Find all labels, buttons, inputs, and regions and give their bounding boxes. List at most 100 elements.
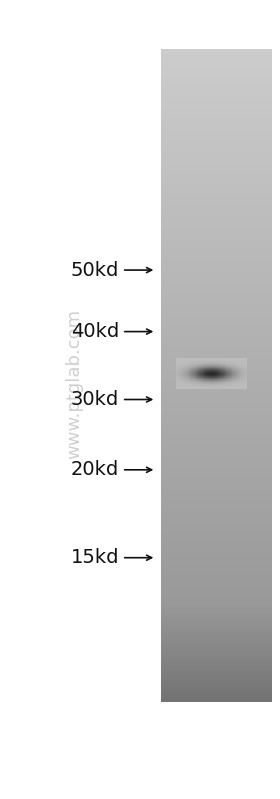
Bar [190,377,192,378]
Bar [161,136,272,139]
Bar [212,386,213,388]
Bar [217,368,218,370]
Bar [212,361,213,363]
Bar [196,379,197,380]
Bar [203,376,204,377]
Bar [199,383,200,384]
Bar [228,374,229,376]
Bar [161,423,272,426]
Bar [230,379,231,380]
Bar [229,368,230,370]
Bar [240,388,241,389]
Bar [237,365,238,366]
Bar [195,387,196,388]
Bar [181,373,182,375]
Bar [212,388,213,389]
Bar [186,380,187,381]
Bar [211,362,213,363]
Bar [233,384,234,385]
Bar [161,92,272,95]
Bar [242,385,243,386]
Bar [219,364,220,365]
Bar [190,361,191,362]
Bar [234,384,235,385]
Bar [185,364,186,365]
Bar [238,361,239,363]
Bar [183,376,184,377]
Bar [242,367,243,368]
Bar [242,368,243,370]
Bar [221,376,222,377]
Bar [196,386,197,387]
Bar [201,376,202,377]
Bar [182,379,183,380]
Bar [238,374,239,376]
Bar [161,396,272,400]
Bar [231,371,232,372]
Bar [180,376,181,378]
Bar [239,362,240,363]
Bar [189,379,190,380]
Bar [183,375,184,376]
Bar [221,385,222,386]
Bar [224,362,225,363]
Bar [161,179,272,182]
Bar [197,360,199,361]
Bar [208,372,209,373]
Bar [215,381,216,382]
Bar [201,371,202,372]
Bar [193,366,194,368]
Bar [219,383,220,384]
Bar [181,362,182,363]
Bar [208,365,209,366]
Bar [221,374,222,376]
Bar [201,374,202,376]
Bar [218,383,220,384]
Bar [182,383,183,384]
Bar [197,382,198,383]
Bar [201,360,202,361]
Bar [222,383,223,384]
Bar [217,362,218,363]
Bar [186,364,187,365]
Bar [210,379,211,380]
Bar [198,376,199,377]
Bar [212,371,213,372]
Bar [193,375,194,376]
Bar [189,375,190,376]
Bar [232,379,234,380]
Bar [226,374,227,376]
Bar [226,370,227,371]
Bar [227,359,228,360]
Bar [218,371,220,372]
Bar [188,359,189,360]
Bar [208,387,209,388]
Bar [202,387,203,388]
Bar [242,376,243,378]
Bar [233,387,234,388]
Bar [190,381,192,383]
Bar [232,358,233,360]
Bar [197,378,198,379]
Bar [243,384,244,385]
Bar [215,382,216,383]
Bar [218,369,219,370]
Bar [188,368,189,370]
Bar [227,358,228,360]
Bar [186,373,187,375]
Bar [220,387,221,388]
Bar [240,387,241,388]
Bar [217,372,218,373]
Bar [183,381,184,382]
Bar [239,370,240,371]
Bar [226,387,227,388]
Bar [189,358,190,360]
Bar [189,360,190,361]
Bar [240,358,241,360]
Bar [161,435,272,439]
Bar [198,361,199,363]
Bar [161,248,272,252]
Bar [234,364,235,365]
Bar [232,388,233,389]
Bar [215,387,216,388]
